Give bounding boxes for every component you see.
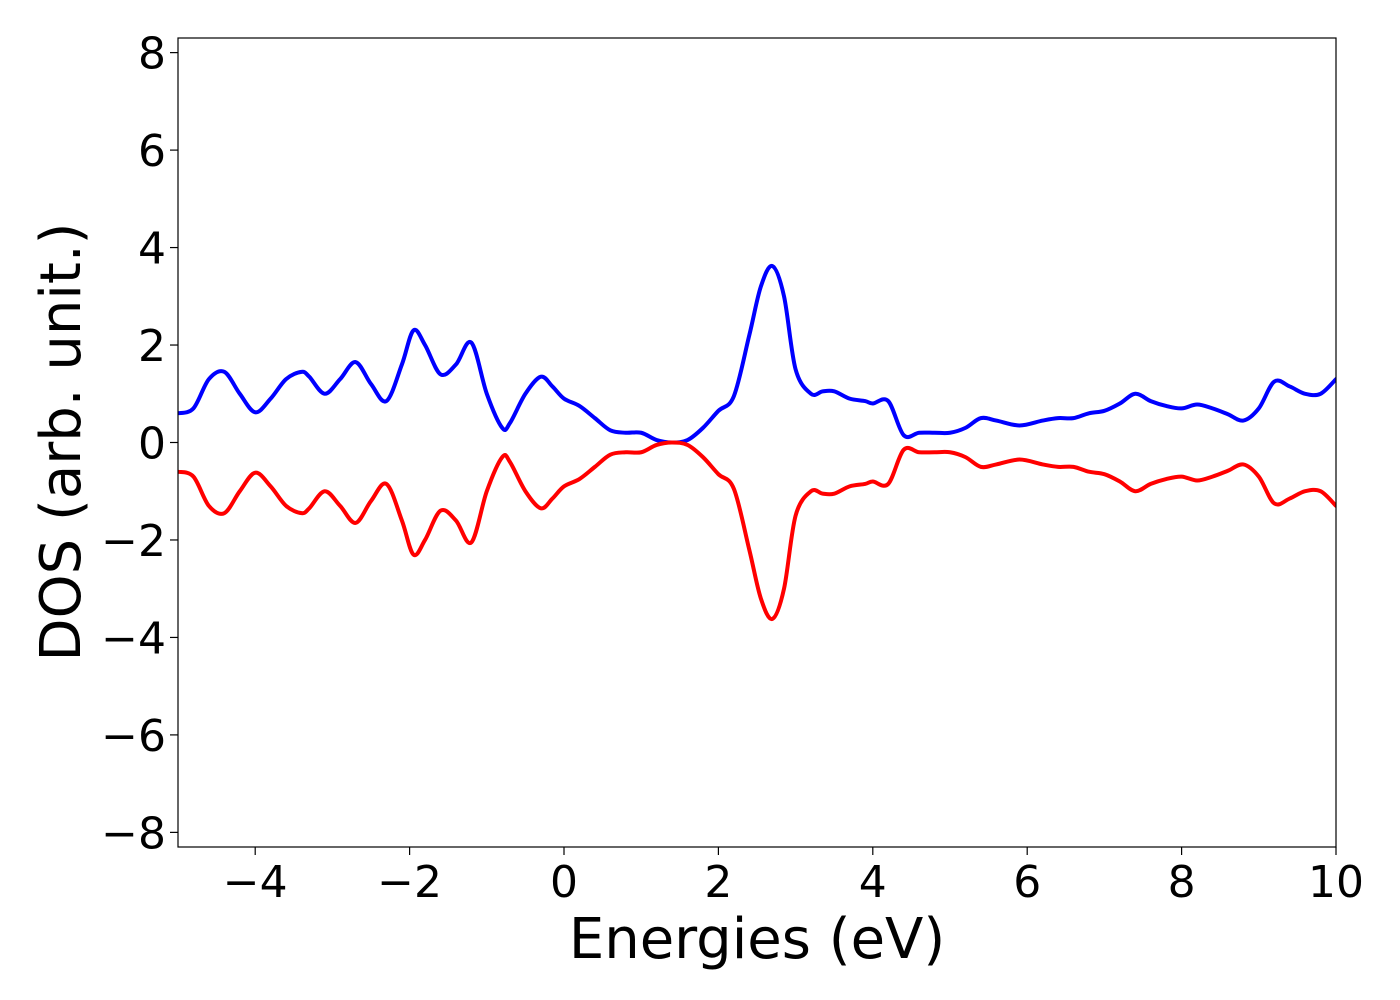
y-tick-label: 2 <box>138 321 166 372</box>
x-tick-label: −4 <box>223 857 288 908</box>
y-tick-label: −2 <box>101 516 166 567</box>
series-line-1 <box>178 264 1336 445</box>
x-tick-label: 10 <box>1308 857 1364 908</box>
y-axis: 8 6 4 2 0 −2 −4 −6 −8 <box>101 29 178 859</box>
y-tick-label: 6 <box>138 126 166 177</box>
x-tick-label: 8 <box>1168 857 1196 908</box>
x-tick-label: 6 <box>1013 857 1041 908</box>
y-tick-label: 0 <box>138 419 166 470</box>
x-tick-label: −2 <box>377 857 442 908</box>
plot-frame <box>177 37 1337 848</box>
y-tick-label: 8 <box>138 29 166 80</box>
x-tick-label: 2 <box>704 857 732 908</box>
x-axis: −4 −2 0 2 4 6 8 10 <box>223 847 1364 908</box>
y-tick-label: 4 <box>138 224 166 275</box>
y-tick-label: −4 <box>101 613 166 664</box>
series-line-2 <box>178 440 1336 621</box>
y-axis-label: DOS (arb. unit.) <box>29 222 94 661</box>
x-axis-label: Energies (eV) <box>569 907 945 972</box>
y-tick-label: −8 <box>101 808 166 859</box>
x-tick-label: 0 <box>550 857 578 908</box>
y-tick-label: −6 <box>101 711 166 762</box>
series-layer <box>178 264 1336 621</box>
x-tick-label: 4 <box>859 857 887 908</box>
